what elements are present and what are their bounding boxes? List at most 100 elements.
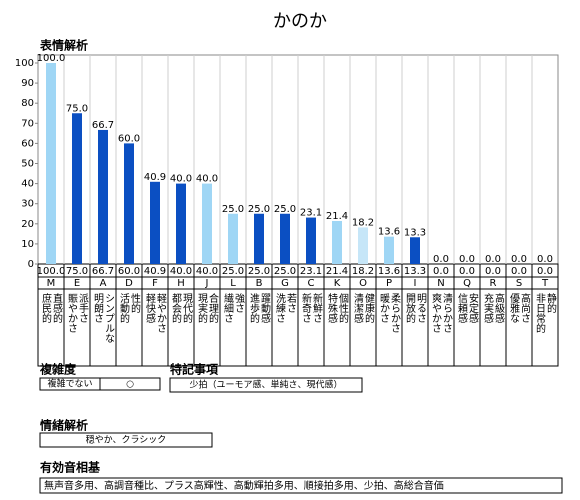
table-value: 13.6 xyxy=(378,266,400,277)
section-title: 情緒解析 xyxy=(40,418,88,433)
bar xyxy=(176,183,186,264)
x-tick-label: F xyxy=(152,278,158,289)
description: 信頼感 xyxy=(456,293,468,323)
value-label: 18.2 xyxy=(352,217,374,228)
value-label: 60.0 xyxy=(118,133,140,144)
table-value: 0.0 xyxy=(537,266,553,277)
value-label: 66.7 xyxy=(92,120,114,131)
description: 繊細さ xyxy=(222,292,234,323)
description: 直感的 xyxy=(51,292,63,324)
description: 洗練さ xyxy=(274,293,286,323)
description: 清らかさ xyxy=(441,292,453,333)
bar xyxy=(228,213,238,264)
x-tick-label: P xyxy=(386,278,392,289)
y-tick-label: 60 xyxy=(21,138,34,149)
text-box xyxy=(39,477,563,494)
x-tick-label: L xyxy=(230,278,236,289)
table-value: 0.0 xyxy=(459,266,475,277)
y-tick-label: 40 xyxy=(21,179,34,190)
value-label: 40.9 xyxy=(144,172,166,183)
description: 派手さ xyxy=(77,293,89,323)
value-label: 0.0 xyxy=(459,254,475,265)
x-tick-label: J xyxy=(205,278,209,289)
table-value: 0.0 xyxy=(511,266,527,277)
table-value: 25.0 xyxy=(222,266,244,277)
description: 爽やかさ xyxy=(430,293,442,333)
description: 現実的 xyxy=(196,293,208,324)
description: 非日常的 xyxy=(534,293,546,334)
x-tick-label: D xyxy=(125,278,133,289)
description: 庶民的 xyxy=(40,292,52,324)
x-tick-label: N xyxy=(437,278,444,289)
value-label: 0.0 xyxy=(537,254,553,265)
table-value: 40.0 xyxy=(170,266,192,277)
description: 個性的 xyxy=(337,292,349,324)
table-value: 75.0 xyxy=(66,266,88,277)
text-box xyxy=(39,432,213,448)
description: 明るさ xyxy=(415,293,427,323)
value-label: 23.1 xyxy=(300,208,322,219)
description: 現代的 xyxy=(181,293,193,324)
description: シンプルな xyxy=(103,293,115,343)
x-tick-label: I xyxy=(414,278,417,289)
table-value: 40.9 xyxy=(144,266,166,277)
table-value: 21.4 xyxy=(326,266,348,277)
value-label: 75.0 xyxy=(66,103,88,114)
y-tick-label: 100 xyxy=(15,58,34,69)
description: 安定感 xyxy=(467,292,479,323)
x-tick-label: B xyxy=(256,278,263,289)
table-value: 0.0 xyxy=(433,266,449,277)
table-value: 40.0 xyxy=(196,266,218,277)
text-box xyxy=(169,377,363,393)
description: 合理的 xyxy=(207,292,219,324)
table-value: 18.2 xyxy=(352,266,374,277)
y-tick-label: 50 xyxy=(21,159,34,170)
x-tick-label: G xyxy=(281,278,289,289)
y-tick-label: 70 xyxy=(21,118,34,129)
description: 健康的 xyxy=(363,293,375,324)
description: 軽やかさ xyxy=(155,293,167,333)
description: 若さ xyxy=(285,292,297,313)
description: 都会的 xyxy=(170,293,182,324)
bar xyxy=(254,213,264,264)
table-value: 60.0 xyxy=(118,266,140,277)
value-label: 0.0 xyxy=(511,254,527,265)
section-title: 特記事項 xyxy=(170,362,219,377)
y-tick-label: 80 xyxy=(21,98,34,109)
value-label: 100.0 xyxy=(37,53,66,64)
box-text: 無声音多用、高調音種比、プラス高輝性、高動輝拍多用、順接拍多用、少拍、高総合音価 xyxy=(44,479,444,492)
bar xyxy=(410,237,420,264)
description: 進歩的 xyxy=(248,293,260,324)
description: 新鮮さ xyxy=(311,292,323,323)
value-label: 40.0 xyxy=(196,174,218,185)
description: 高尚さ xyxy=(519,292,531,323)
value-label: 21.4 xyxy=(326,211,348,222)
bar xyxy=(98,129,108,264)
description: 優雅な xyxy=(508,292,520,323)
chart-subtitle: 表情解析 xyxy=(39,38,88,53)
table-value: 13.3 xyxy=(404,266,426,277)
bar xyxy=(150,181,160,264)
description: 高級感 xyxy=(493,292,505,323)
value-label: 40.0 xyxy=(170,174,192,185)
section-title: 複雑度 xyxy=(39,362,77,377)
section-title: 有効音相基 xyxy=(40,460,101,475)
x-tick-label: K xyxy=(334,278,341,289)
x-tick-label: H xyxy=(177,278,185,289)
description: 強さ xyxy=(233,292,245,313)
x-tick-label: O xyxy=(359,278,367,289)
description: 新奇さ xyxy=(300,292,312,323)
description: 明朗さ xyxy=(92,293,104,323)
bar xyxy=(46,63,56,264)
box-text: 少拍（ユーモア感、単純さ、現代感） xyxy=(189,379,342,391)
bar xyxy=(384,236,394,264)
description: 活動的 xyxy=(118,293,130,324)
y-tick-label: 20 xyxy=(21,219,34,230)
description: 暖かさ xyxy=(378,292,390,323)
bar xyxy=(358,227,368,264)
table-value: 23.1 xyxy=(300,266,322,277)
x-tick-label: E xyxy=(74,278,80,289)
y-tick-label: 30 xyxy=(21,199,34,210)
x-tick-label: A xyxy=(100,278,107,289)
